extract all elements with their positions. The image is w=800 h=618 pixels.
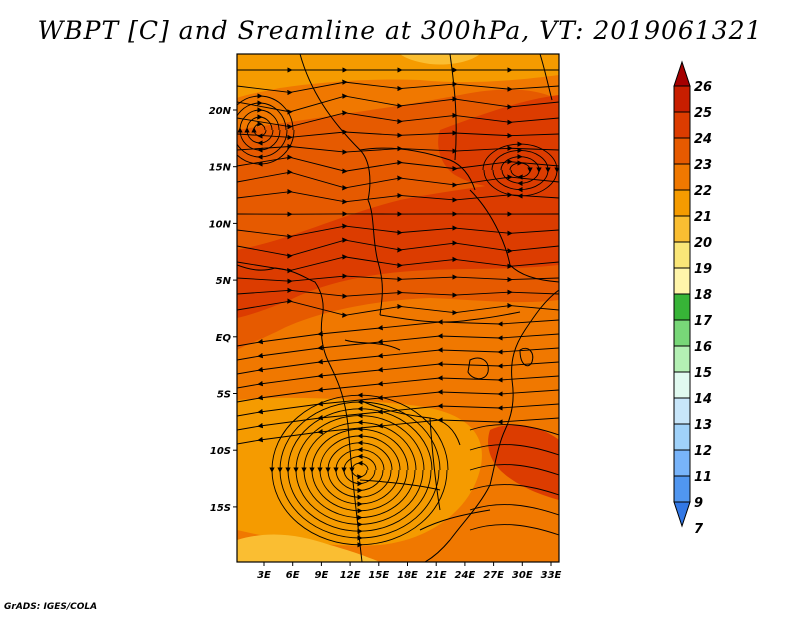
coastline-east-africa (424, 289, 559, 562)
streamline (237, 273, 559, 284)
colorbar-swatch (673, 475, 691, 503)
streamline (237, 129, 559, 141)
colorbar: 26 25 24 23 22 21 20 19 18 17 16 15 14 13 12 11 9 7 (673, 60, 713, 537)
colorbar-swatch (673, 397, 691, 425)
credit-label: GrADS: IGES/COLA (4, 602, 98, 612)
colorbar-label: 22 (694, 184, 712, 199)
colorbar-swatch (673, 423, 691, 451)
streamline (469, 504, 559, 516)
lon-tick-label: 9E (315, 570, 329, 581)
lon-tick-label: 6E (286, 570, 300, 581)
colorbar-swatch (673, 85, 691, 113)
colorbar-label: 26 (694, 80, 712, 95)
colorbar-swatch (673, 189, 691, 217)
colorbar-swatch (673, 215, 691, 243)
map-frame (236, 53, 560, 563)
colorbar-bottom-arrow (673, 501, 691, 528)
lon-tick-label: 12E (340, 570, 361, 581)
lon-tick-label: 18E (397, 570, 418, 581)
streamline (469, 424, 559, 436)
streamline (237, 254, 559, 274)
colorbar-label: 13 (694, 418, 712, 433)
streamline (469, 484, 559, 496)
colorbar-label: 24 (694, 132, 712, 147)
lat-tick-label: 10S (210, 446, 231, 457)
shade-southeast (488, 424, 559, 500)
colorbar-top-arrow (673, 60, 691, 87)
colorbar-swatch (673, 293, 691, 321)
colorbar-label: 19 (694, 262, 712, 277)
colorbar-label: 20 (694, 236, 712, 251)
lat-tick-label: 20N (209, 106, 232, 117)
colorbar-label: 11 (694, 470, 712, 485)
streamline (237, 287, 559, 299)
colorbar-label: 7 (694, 522, 704, 537)
colorbar-label: 14 (694, 392, 712, 407)
colorbar-swatch (673, 267, 691, 295)
colorbar-label: 17 (694, 314, 713, 329)
lat-tick-label: 5N (216, 276, 232, 287)
island-east (519, 347, 534, 367)
colorbar-label: 25 (694, 106, 712, 121)
lat-tick-label: 10N (209, 219, 232, 230)
streamline (237, 223, 559, 240)
streamline (469, 444, 559, 456)
streamline (237, 154, 559, 174)
border-10 (419, 509, 491, 531)
streamline (237, 93, 295, 167)
colorbar-label: 12 (694, 444, 712, 459)
colorbar-label: 9 (694, 496, 703, 511)
streamline (237, 110, 559, 130)
lon-tick-label: 24E (455, 570, 476, 581)
colorbar-label: 23 (694, 158, 712, 173)
colorbar-swatch (673, 345, 691, 373)
chart-title: WBPT [C] and Sreamline at 300hPa, VT: 20… (37, 16, 763, 45)
colorbar-swatch (673, 111, 691, 139)
colorbar-swatch (673, 163, 691, 191)
colorbar-swatch (673, 371, 691, 399)
streamline (237, 169, 559, 191)
lat-tick-label: EQ (216, 333, 232, 344)
coastline-red-sea (539, 54, 553, 101)
streamline (237, 79, 559, 96)
colorbar-swatch (673, 449, 691, 477)
streamline (469, 524, 559, 536)
streamline (237, 298, 559, 318)
longitude-axis: 3E 6E 9E 12E 15E 18E 21E 24E 27E 30E 33E (257, 562, 562, 581)
colorbar-swatch (673, 241, 691, 269)
shade-north-cool (237, 54, 559, 98)
lon-tick-label: 27E (483, 570, 504, 581)
lat-tick-label: 5S (217, 390, 231, 401)
shade-north-coolest (400, 54, 480, 65)
lon-tick-label: 15E (368, 570, 389, 581)
streamline (237, 100, 288, 160)
streamline (237, 417, 559, 445)
streamline (482, 141, 559, 199)
lat-tick-label: 15N (209, 163, 232, 174)
streamline (469, 464, 559, 476)
lon-tick-label: 30E (512, 570, 533, 581)
colorbar-swatch (673, 137, 691, 165)
lon-tick-label: 3E (257, 570, 271, 581)
colorbar-swatch (673, 319, 691, 347)
wbpt-shading (237, 54, 559, 562)
colorbar-label: 16 (694, 340, 712, 355)
colorbar-label: 21 (694, 210, 712, 225)
streamlines (237, 67, 559, 548)
lat-tick-label: 15S (210, 503, 231, 514)
colorbar-label: 15 (694, 366, 712, 381)
colorbar-label: 18 (694, 288, 712, 303)
latitude-axis: 20N 15N 10N 5N EQ 5S 10S 15S (209, 106, 237, 514)
lon-tick-label: 33E (541, 570, 562, 581)
lon-tick-label: 21E (426, 570, 447, 581)
